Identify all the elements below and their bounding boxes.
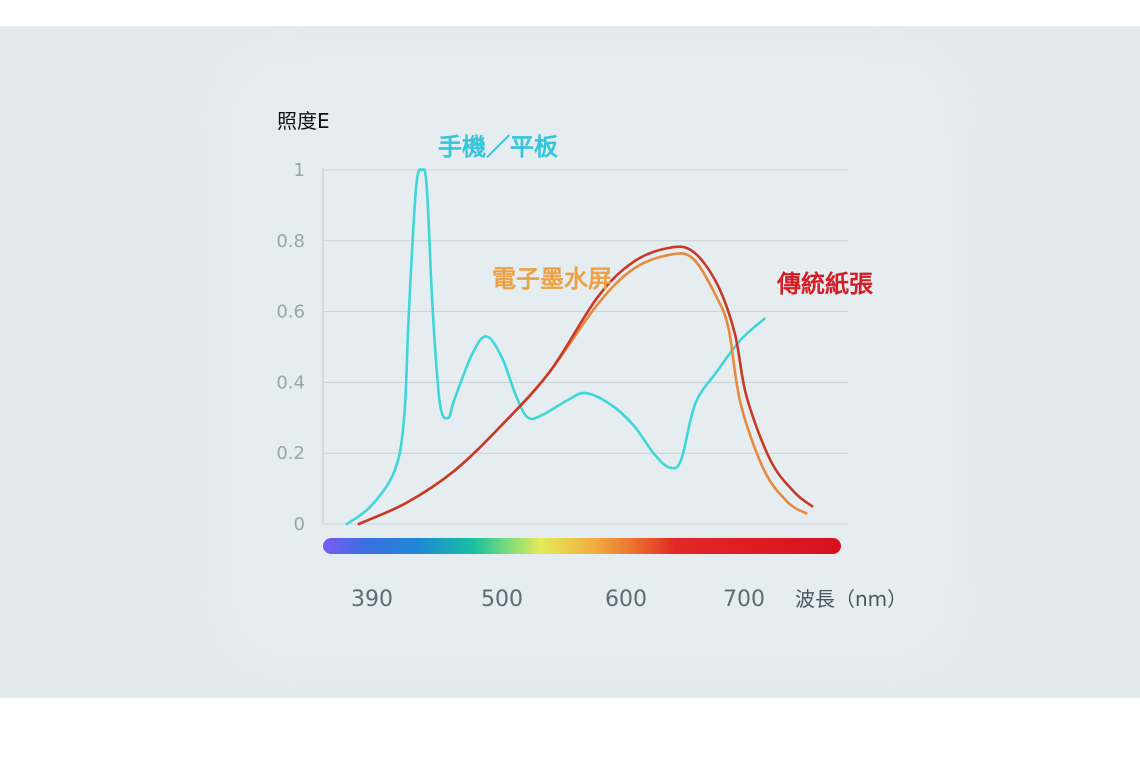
y-tick-label: 0.2 bbox=[276, 443, 305, 464]
x-tick-label: 390 bbox=[351, 587, 393, 612]
y-tick-label: 0.8 bbox=[276, 231, 305, 252]
series-label-paper: 傳統紙張 bbox=[776, 270, 874, 298]
grid-lines bbox=[323, 169, 848, 525]
y-tick-label: 0.6 bbox=[276, 302, 305, 323]
x-axis-label: 波長（nm） bbox=[795, 587, 907, 611]
y-tick-label: 1 bbox=[294, 160, 305, 181]
series-label-eink: 電子墨水屏 bbox=[492, 265, 612, 293]
y-tick-label: 0 bbox=[294, 514, 305, 535]
x-tick-label: 700 bbox=[723, 587, 765, 612]
series-line-phone bbox=[345, 168, 766, 526]
series-line-eink bbox=[357, 252, 808, 526]
visible-spectrum-bar bbox=[323, 538, 841, 554]
x-tick-label: 600 bbox=[605, 587, 647, 612]
series-line-paper bbox=[357, 245, 814, 526]
series-label-phone: 手機／平板 bbox=[438, 133, 559, 161]
y-tick-label: 0.4 bbox=[276, 372, 305, 393]
x-tick-label: 500 bbox=[481, 587, 523, 612]
y-axis-label: 照度E bbox=[277, 109, 330, 133]
